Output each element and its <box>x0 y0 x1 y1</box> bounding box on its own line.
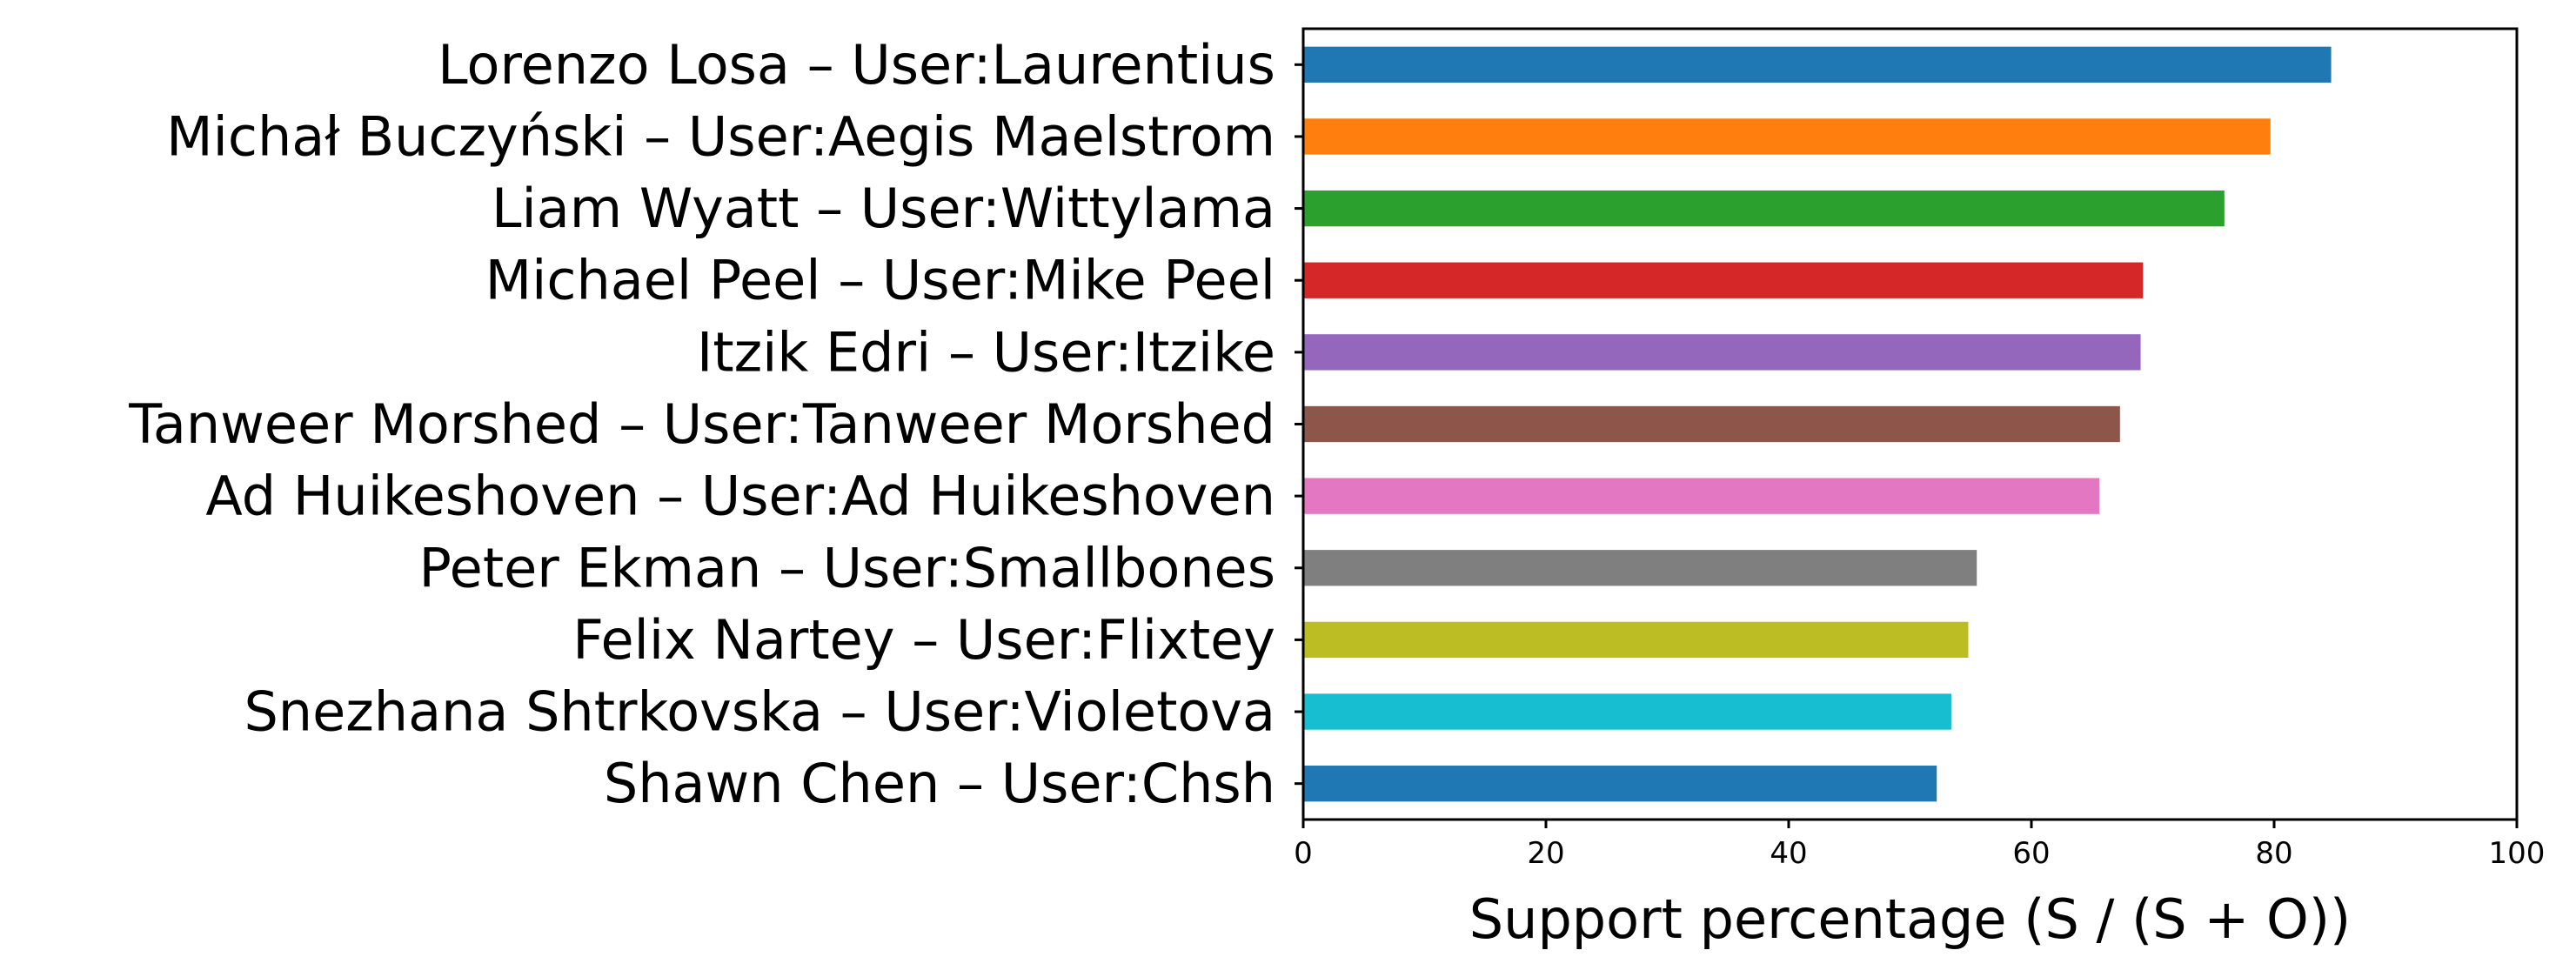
bar <box>1303 334 2141 371</box>
category-label: Shawn Chen – User:Chsh <box>604 752 1275 815</box>
category-label: Michael Peel – User:Mike Peel <box>485 249 1275 312</box>
x-tick-label: 20 <box>1527 836 1564 871</box>
category-labels: Lorenzo Losa – User:Laurentius Michał Buc… <box>128 33 1303 815</box>
x-tick-label: 80 <box>2255 836 2292 871</box>
bar <box>1303 46 2332 83</box>
x-tick-label: 0 <box>1294 836 1313 871</box>
x-axis-ticks: 0 20 40 60 80 100 <box>1294 820 2545 871</box>
bar <box>1303 405 2120 443</box>
category-label: Itzik Edri – User:Itzike <box>697 320 1275 384</box>
category-label: Tanweer Morshed – User:Tanweer Morshed <box>128 392 1275 456</box>
category-label: Snezhana Shtrkovska – User:Violetova <box>244 680 1275 744</box>
category-label: Felix Nartey – User:Flixtey <box>572 608 1275 672</box>
bar <box>1303 118 2271 155</box>
bar <box>1303 693 1951 730</box>
category-label: Lorenzo Losa – User:Laurentius <box>438 33 1275 97</box>
bar <box>1303 262 2144 298</box>
bar <box>1303 550 1977 586</box>
category-label: Liam Wyatt – User:Wittylama <box>492 177 1275 240</box>
bars-group <box>1303 46 2332 802</box>
bar <box>1303 766 1937 802</box>
x-tick-label: 100 <box>2489 836 2546 871</box>
bar <box>1303 478 2100 514</box>
bar <box>1303 621 1969 659</box>
x-axis-title: Support percentage (S / (S + O)) <box>1469 887 2351 951</box>
x-tick-label: 40 <box>1770 836 1807 871</box>
category-label: Peter Ekman – User:Smallbones <box>419 536 1276 599</box>
x-tick-label: 60 <box>2012 836 2050 871</box>
category-label: Michał Buczyński – User:Aegis Maelstrom <box>166 104 1275 168</box>
bar <box>1303 190 2225 227</box>
plot-frame <box>1301 27 2519 821</box>
category-label: Ad Huikeshoven – User:Ad Huikeshoven <box>205 465 1275 528</box>
